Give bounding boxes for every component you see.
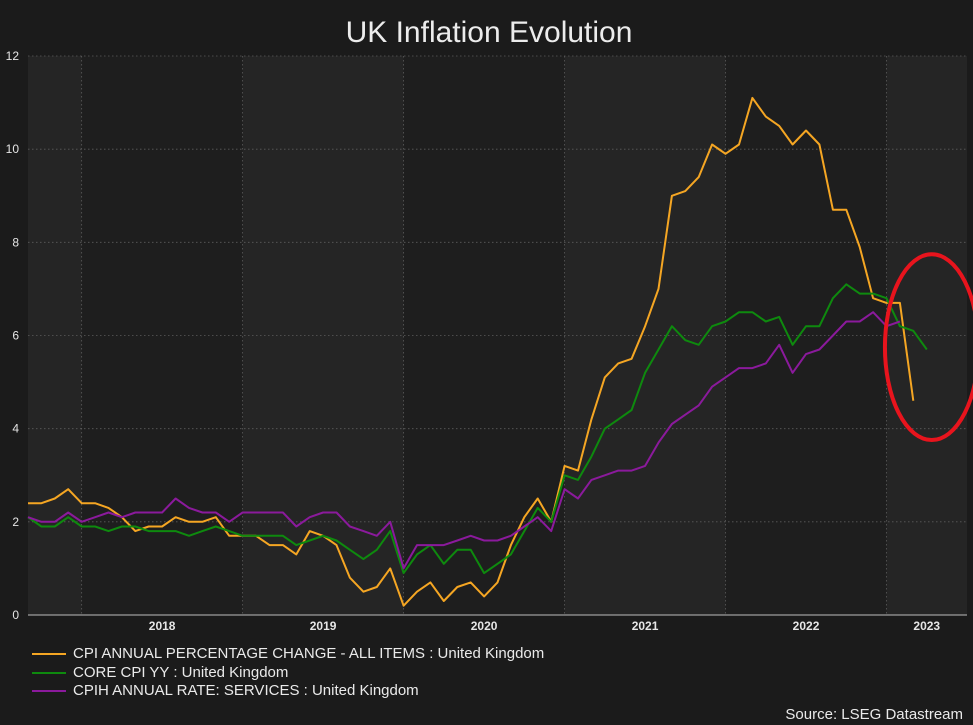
x-tick-label: 2020 [471, 619, 498, 633]
legend: CPI ANNUAL PERCENTAGE CHANGE - ALL ITEMS… [32, 645, 544, 701]
legend-item-core-cpi[interactable]: CORE CPI YY : United Kingdom [32, 664, 544, 683]
y-tick-label: 0 [12, 608, 19, 622]
y-tick-label: 2 [12, 515, 19, 529]
legend-item-cpi[interactable]: CPI ANNUAL PERCENTAGE CHANGE - ALL ITEMS… [32, 645, 544, 664]
y-tick-label: 10 [6, 142, 20, 156]
gridlines [28, 55, 967, 616]
x-tick-label: 2023 [913, 619, 940, 633]
source-note: Source: LSEG Datastream [785, 706, 963, 723]
series-line-2 [27, 311, 901, 570]
x-tick-label: 2022 [793, 619, 820, 633]
series-line-1 [27, 283, 928, 575]
y-axis: 0 2 4 6 8 10 12 [6, 49, 20, 622]
legend-swatch-cpih-services [32, 690, 66, 693]
legend-label-cpih-services: CPIH ANNUAL RATE: SERVICES : United King… [73, 682, 419, 699]
legend-swatch-cpi [32, 653, 66, 656]
plot-band [725, 56, 887, 615]
y-tick-label: 6 [12, 329, 19, 343]
legend-label-cpi: CPI ANNUAL PERCENTAGE CHANGE - ALL ITEMS… [73, 645, 545, 662]
chart-title: UK Inflation Evolution [346, 16, 633, 49]
x-tick-label: 2021 [632, 619, 659, 633]
legend-item-cpih-services[interactable]: CPIH ANNUAL RATE: SERVICES : United King… [32, 682, 544, 701]
highlight-annotation [882, 252, 973, 443]
plot-band [886, 56, 967, 615]
x-axis: 2018 2019 2020 2021 2022 2023 [149, 619, 941, 633]
legend-label-core-cpi: CORE CPI YY : United Kingdom [73, 663, 289, 681]
series-line-0 [28, 96, 915, 607]
y-tick-label: 8 [12, 235, 19, 249]
plot-band [242, 56, 404, 615]
highlight-ellipse [882, 252, 973, 443]
x-tick-label: 2019 [310, 619, 337, 633]
series-lines [27, 96, 928, 607]
x-tick-label: 2018 [149, 619, 176, 633]
y-tick-label: 12 [6, 49, 20, 63]
y-tick-label: 4 [12, 422, 19, 436]
legend-swatch-core-cpi [32, 671, 66, 674]
